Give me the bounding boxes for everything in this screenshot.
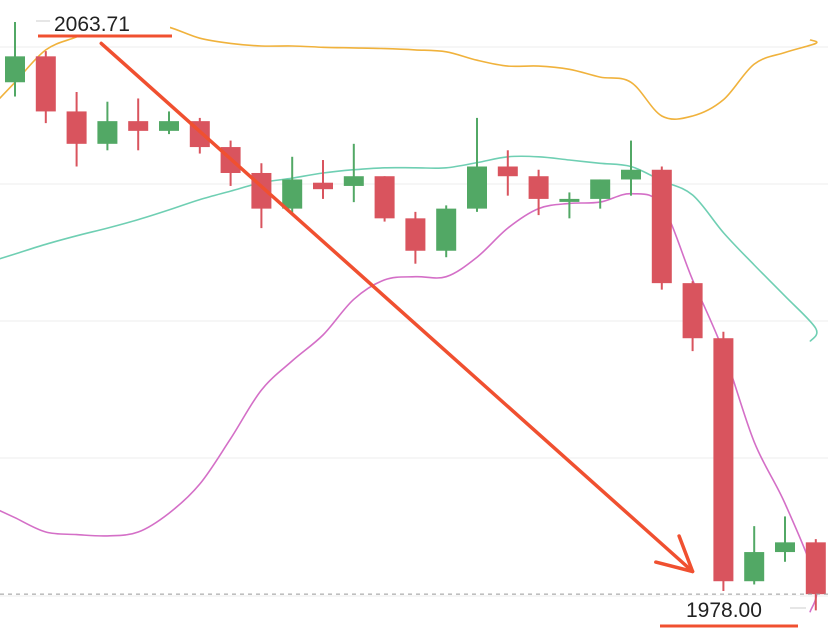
candle <box>251 163 272 229</box>
candle <box>805 539 826 611</box>
candle <box>713 331 734 591</box>
candle <box>467 117 487 212</box>
candle-body <box>128 121 149 131</box>
candle-body <box>66 111 87 144</box>
candles <box>5 22 826 611</box>
candle <box>559 192 580 219</box>
candle-body <box>159 121 179 131</box>
candle-body <box>97 121 118 144</box>
price-labels: 2063.71 1978.00 <box>36 8 806 628</box>
candle <box>497 150 518 196</box>
candle <box>621 140 641 196</box>
low-price-label: 1978.00 <box>660 596 806 628</box>
middle-band-line <box>0 155 818 342</box>
annotations <box>0 41 828 595</box>
arrow-shaft <box>99 41 695 574</box>
candle <box>313 160 333 199</box>
candle <box>374 176 395 222</box>
candle <box>128 98 149 151</box>
candle <box>282 156 303 216</box>
high-price-label: 2063.71 <box>36 8 172 38</box>
candle-body <box>590 179 611 199</box>
candle-body <box>497 166 518 177</box>
candle-body <box>559 198 580 202</box>
candle-body <box>528 176 549 199</box>
candle <box>528 169 549 216</box>
candle <box>682 281 703 352</box>
candle <box>66 91 87 167</box>
high-price-text: 2063.71 <box>54 13 130 36</box>
lower-band-line <box>0 192 818 613</box>
candle-body <box>436 208 457 251</box>
candle <box>775 516 795 562</box>
arrow-head <box>654 534 695 574</box>
candle-body <box>5 56 25 83</box>
candle-body <box>374 176 395 219</box>
candle <box>590 179 611 209</box>
candle <box>405 211 426 264</box>
candle-body <box>282 179 303 209</box>
candle <box>744 526 765 585</box>
candle-body <box>35 56 56 112</box>
candle-body <box>621 169 641 180</box>
low-price-text: 1978.00 <box>686 599 762 622</box>
candle <box>5 22 25 97</box>
candle <box>97 101 118 151</box>
candle <box>159 111 179 135</box>
candle-body <box>682 283 703 339</box>
candle <box>35 51 56 124</box>
candle-body <box>343 176 364 186</box>
candle-body <box>651 169 672 284</box>
candle-body <box>313 182 333 190</box>
candle-body <box>805 542 826 595</box>
candle-body <box>713 338 734 582</box>
candle-body <box>744 552 765 582</box>
candle <box>343 143 364 203</box>
candle <box>436 205 457 258</box>
downtrend-arrow <box>99 41 695 574</box>
candle-body <box>467 166 487 209</box>
candle-body <box>405 218 426 251</box>
candle <box>651 166 672 290</box>
candle-body <box>775 542 795 553</box>
